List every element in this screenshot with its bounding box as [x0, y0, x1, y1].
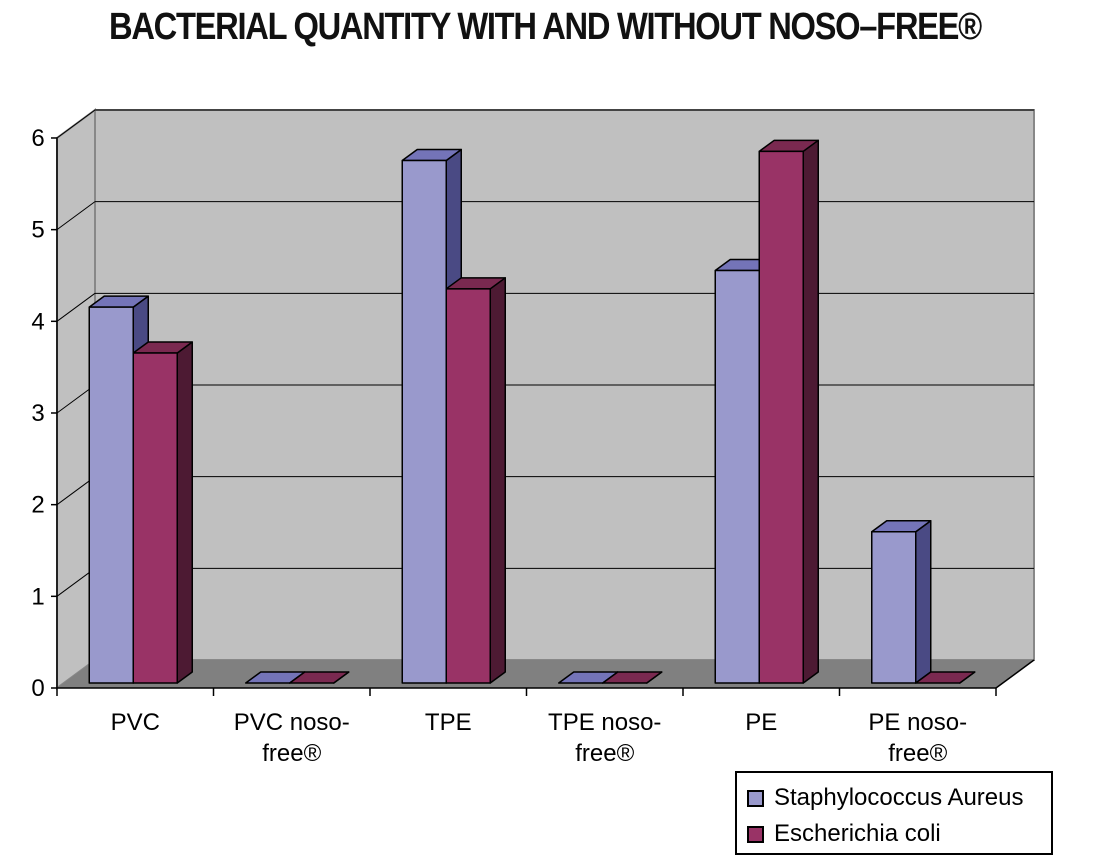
- bar: [602, 671, 663, 684]
- y-tick-label: 1: [31, 583, 44, 610]
- bar: [871, 519, 932, 684]
- x-axis-category-labels: PVC PVC noso-free® TPE TPE noso-free® PE PE n…: [111, 709, 968, 767]
- x-axis-depth-line: [995, 659, 1035, 689]
- bar: [445, 277, 506, 684]
- y-tick-label: 0: [31, 675, 44, 702]
- legend-label-escherichia: Escherichia coli: [774, 820, 941, 847]
- legend-item-escherichia: Escherichia coli: [747, 819, 941, 849]
- x-category-label: TPE: [425, 709, 472, 736]
- gridlines: [56, 109, 1034, 597]
- legend-label-staphylococcus: Staphylococcus Aureus: [774, 784, 1024, 811]
- chart-title: BACTERIAL QUANTITY WITH AND WITHOUT NOSO…: [109, 6, 982, 48]
- y-tick-label: 4: [31, 308, 44, 335]
- legend-item-staphylococcus: Staphylococcus Aureus: [747, 783, 1023, 813]
- gridline-side: [56, 292, 96, 322]
- bar: [915, 671, 976, 684]
- legend-swatch-staphylococcus: [747, 789, 764, 807]
- legend: Staphylococcus Aureus Escherichia coli: [735, 771, 1053, 855]
- y-axis-tick-labels: 0 1 2 3 4 5 6: [31, 125, 44, 702]
- y-tick-label: 2: [31, 492, 44, 519]
- legend-swatch-escherichia: [747, 825, 764, 843]
- axes: [51, 137, 1035, 696]
- y-tick-label: 5: [31, 217, 44, 244]
- gridline-side: [56, 201, 96, 231]
- x-category-label: PVC noso-free®: [234, 709, 350, 767]
- x-category-label: PVC: [111, 709, 160, 736]
- bar: [289, 671, 350, 684]
- bar: [132, 341, 193, 684]
- x-category-label: TPE noso-free®: [548, 709, 661, 767]
- gridline-side: [56, 109, 96, 139]
- x-category-label: PE noso-free®: [868, 709, 967, 767]
- y-tick-label: 3: [31, 400, 44, 427]
- y-tick-label: 6: [31, 125, 44, 152]
- bar: [758, 139, 819, 684]
- x-category-label: PE: [745, 709, 777, 736]
- bars: [88, 139, 976, 684]
